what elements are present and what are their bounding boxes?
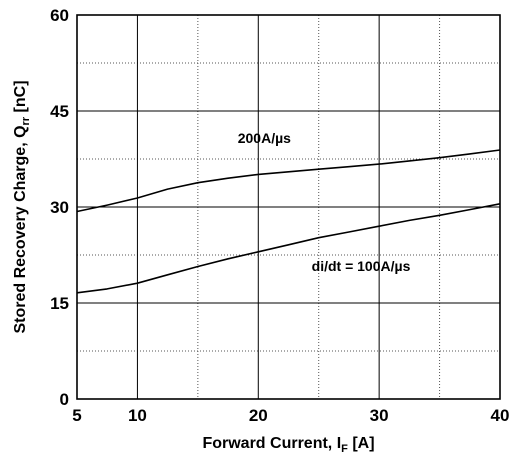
series-annotation-2: di/dt = 100A/µs	[312, 258, 411, 274]
x-axis-label-unit: [A]	[348, 435, 375, 452]
y-axis-label-main: Stored Recovery Charge, Q	[12, 125, 29, 333]
y-tick-label: 0	[60, 390, 69, 409]
y-tick-label: 60	[50, 6, 69, 25]
y-tick-label: 15	[50, 294, 69, 313]
x-tick-label: 20	[249, 406, 268, 425]
x-tick-label: 5	[72, 406, 81, 425]
series-line-2	[76, 203, 501, 294]
y-axis-label: Stored Recovery Charge, Qrr [nC]	[12, 80, 32, 333]
y-axis-label-unit: [nC]	[12, 80, 29, 116]
x-tick-labels: 5 10 20 30 40	[72, 406, 509, 425]
x-tick-label: 10	[128, 406, 147, 425]
x-axis-label-main: Forward Current, I	[202, 435, 341, 452]
x-axis-label: Forward Current, IF [A]	[202, 435, 374, 455]
plot-frame	[76, 14, 501, 400]
y-tick-label: 30	[50, 198, 69, 217]
y-tick-label: 45	[50, 102, 69, 121]
series-layer	[76, 149, 501, 294]
series-line-1	[76, 149, 501, 213]
y-axis-label-sub: rr	[20, 116, 32, 125]
x-tick-label: 30	[370, 406, 389, 425]
x-tick-label: 40	[491, 406, 510, 425]
y-tick-labels: 0 15 30 45 60	[50, 6, 69, 409]
annotations: 200A/µs di/dt = 100A/µs	[238, 130, 411, 274]
major-grid	[77, 15, 500, 399]
series-annotation-1: 200A/µs	[238, 130, 291, 146]
x-axis-label-sub: F	[341, 443, 348, 455]
